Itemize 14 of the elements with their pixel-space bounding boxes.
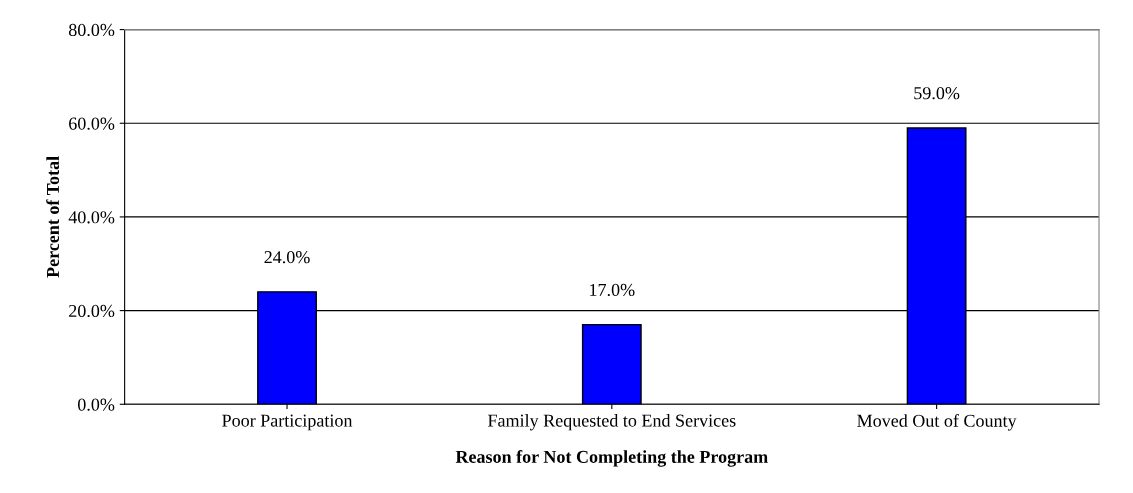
x-tick-label: Poor Participation [222,414,353,431]
y-tick-label: 60.0% [69,117,115,130]
data-label: 24.0% [264,251,310,264]
y-tick-label: 80.0% [68,23,115,37]
y-tick-label: 0.0% [77,398,115,411]
data-label: 17.0% [590,283,635,297]
x-tick-label: Family Requested to End Services [487,413,736,431]
y-axis-title: Percent of Total [46,156,60,278]
y-tick-label: 40.0% [68,211,115,224]
x-axis-title: Reason for Not Completing the Program [455,450,768,467]
bar [581,323,642,405]
x-tick-label: Moved Out of County [857,413,1017,431]
data-label: 59.0% [914,87,960,100]
y-tick-label: 20.0% [69,304,115,318]
